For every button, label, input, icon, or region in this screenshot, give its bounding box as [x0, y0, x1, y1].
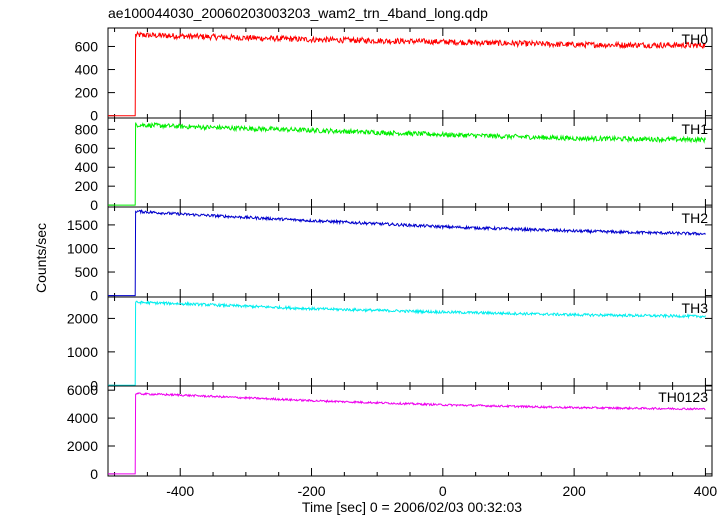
y-tick-label: 600: [75, 140, 99, 156]
panel-th1: 0 200 400 600 800 TH1: [75, 117, 713, 213]
chart-title: ae100044030_20060203003203_wam2_trn_4ban…: [108, 5, 488, 21]
panel-th0: 0 200 400 600 TH0: [75, 27, 713, 124]
panel-label: TH1: [682, 121, 709, 137]
panel-label: TH2: [682, 210, 709, 226]
series-line-th0123: [108, 392, 706, 475]
series-line-th2: [108, 209, 706, 297]
y-tick-label: 200: [75, 85, 99, 101]
series-line-th0: [108, 30, 706, 117]
panels-group: 0 200 400 600 TH0 0 200 400 600 800 TH1 0 500 1000 150…: [67, 27, 718, 499]
y-tick-label: 500: [75, 264, 99, 280]
y-tick-label: 4000: [67, 410, 98, 426]
y-tick-label: 200: [75, 178, 99, 194]
y-tick-label: 6000: [67, 382, 98, 398]
y-tick-label: 1000: [67, 240, 98, 256]
x-tick-label: -200: [298, 483, 326, 499]
y-tick-label: 2000: [67, 310, 98, 326]
y-tick-label: 0: [90, 377, 98, 393]
panel-frame: [107, 385, 713, 477]
y-tick-label: 0: [90, 108, 98, 124]
x-tick-label: -400: [166, 483, 194, 499]
panel-label: TH0: [682, 31, 709, 47]
panel-label: TH3: [682, 300, 709, 316]
series-line-th1: [108, 121, 706, 206]
y-tick-label: 0: [90, 288, 98, 304]
y-tick-label: 1000: [67, 344, 98, 360]
y-tick-label: 0: [90, 466, 98, 482]
y-tick-label: 1500: [67, 217, 98, 233]
panel-th2: 0 500 1000 1500 TH2: [67, 206, 713, 304]
panel-frame: [107, 206, 713, 298]
y-tick-label: 400: [75, 159, 99, 175]
y-tick-label: 0: [90, 197, 98, 213]
y-tick-label: 2000: [67, 438, 98, 454]
panel-label: TH0123: [658, 389, 708, 405]
x-tick-label: 200: [562, 483, 586, 499]
series-line-th3: [108, 300, 706, 386]
x-tick-label: 400: [694, 483, 718, 499]
x-axis-label: Time [sec] 0 = 2006/02/03 00:32:03: [302, 499, 522, 515]
x-tick-label: 0: [439, 483, 447, 499]
panel-th3: 0 1000 2000 TH3: [67, 296, 713, 393]
y-tick-label: 400: [75, 62, 99, 78]
y-axis-label: Counts/sec: [33, 223, 49, 293]
y-tick-label: 600: [75, 38, 99, 54]
panel-th0123: 0 2000 4000 6000 TH0123: [67, 382, 713, 482]
y-tick-label: 800: [75, 121, 99, 137]
